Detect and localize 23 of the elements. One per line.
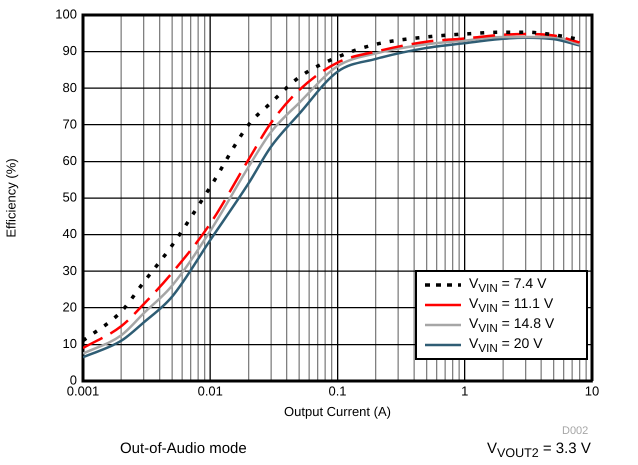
x-tick-label: 1 bbox=[461, 383, 468, 398]
x-tick-label: 0.01 bbox=[198, 383, 223, 398]
legend-label: V$_{VIN}$ = 11.1 V bbox=[469, 295, 554, 315]
y-tick-label: 30 bbox=[62, 262, 77, 278]
legend-label: V$_{VIN}$ = 20 V bbox=[469, 335, 543, 355]
y-tick-label: 70 bbox=[62, 116, 77, 132]
legend-label: V$_{VIN}$ = 14.8 V bbox=[469, 315, 554, 335]
y-tick-label: 80 bbox=[62, 80, 77, 95]
y-tick-label: 90 bbox=[62, 43, 77, 58]
x-axis-title: Output Current (A) bbox=[284, 404, 391, 419]
y-tick-label: 10 bbox=[62, 336, 77, 351]
y-tick-label: 60 bbox=[62, 152, 77, 168]
y-tick-label: 20 bbox=[62, 299, 77, 314]
x-tick-label: 10 bbox=[584, 383, 600, 398]
y-axis-title: Efficiency (%) bbox=[3, 158, 18, 238]
text: Out-of-Audio mode bbox=[120, 440, 247, 457]
text: D002 bbox=[562, 425, 588, 437]
x-tick-label: 0.1 bbox=[328, 383, 347, 398]
y-tick-label: 40 bbox=[62, 226, 77, 242]
y-tick-label: 100 bbox=[55, 6, 77, 22]
y-tick-label: 50 bbox=[62, 190, 77, 205]
legend-label: V$_{VIN}$ = 7.4 V bbox=[469, 275, 546, 295]
text: V$_{VOUT2}$ = 3.3 V bbox=[487, 440, 591, 460]
